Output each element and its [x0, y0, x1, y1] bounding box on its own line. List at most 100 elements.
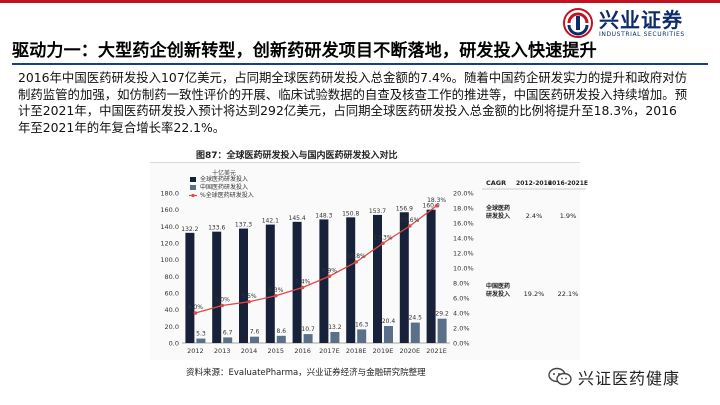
bar-global	[346, 217, 356, 343]
left-axis-tick-label: 120.0	[160, 240, 179, 248]
cagr-column-header: 2012-2016	[516, 180, 552, 187]
share-value-label: 5.0%	[215, 297, 231, 304]
left-axis-tick-label: 40.0	[165, 306, 179, 314]
x-tick-label: 2015	[268, 347, 285, 355]
right-axis-tick-label: 12.0%	[453, 250, 474, 258]
chart-panel: 0.0 20.0 40.0 60.0 80.0 100.0 120.0 140.0 160.0 1…	[150, 162, 580, 360]
share-point	[434, 203, 439, 208]
bar-china-value-label: 16.3	[355, 321, 369, 328]
bar-china	[357, 329, 367, 343]
cagr-column-header: 2016-2021E	[548, 180, 588, 187]
legend-label: %全球医药研发投入	[200, 191, 254, 199]
x-tick-label: 2020E	[399, 347, 420, 355]
left-axis-tick-label: 80.0	[165, 273, 179, 281]
share-point	[274, 293, 278, 298]
share-value-label: 13.3%	[373, 234, 392, 241]
legend-label: 中国医药研发投入	[200, 183, 248, 191]
share-point	[327, 274, 332, 279]
cagr-table: CAGR 2012-2016 2016-2021E 全球医药 研发投入 2.4% 1.9% 中…	[478, 176, 588, 326]
left-axis-tick-label: 0.0	[169, 340, 179, 348]
bar-china	[384, 326, 393, 343]
bar-china-value-label: 20.4	[382, 318, 396, 325]
bar-china	[276, 335, 286, 343]
right-axis-tick-label: 10.0%	[453, 265, 474, 273]
bar-global-value-label: 153.7	[369, 208, 386, 215]
legend-swatch	[190, 177, 196, 182]
left-axis-tick-label: 100.0	[160, 256, 179, 264]
bar-china-value-label: 24.5	[409, 315, 423, 322]
left-axis-tick-label: 140.0	[160, 223, 179, 231]
bar-china	[196, 338, 206, 343]
bar-china	[330, 332, 340, 343]
x-tick-label: 2013	[214, 347, 231, 355]
x-tick-label: 2018E	[346, 347, 367, 355]
rd-investment-chart: 0.020.040.060.080.0100.0120.0140.0160.01…	[160, 169, 474, 355]
left-axis-tick-label: 180.0	[160, 190, 179, 198]
bar-global-value-label: 133.6	[208, 225, 225, 232]
share-value-label: 8.9%	[322, 267, 338, 274]
bar-global	[319, 219, 329, 343]
bar-china	[437, 318, 447, 343]
share-value-label: 18.3%	[427, 197, 446, 204]
bar-china-value-label: 13.2	[328, 324, 342, 331]
cagr-value: 2.4%	[526, 212, 543, 220]
bar-china-value-label: 29.2	[435, 311, 449, 318]
source-note: 资料来源：EvaluatePharma，兴业证券经济与金融研究院整理	[186, 368, 426, 378]
bar-global-value-label: 160.0	[423, 203, 440, 210]
share-point	[381, 241, 385, 246]
share-point	[408, 224, 412, 228]
legend-swatch	[190, 185, 196, 190]
cagr-value: 1.9%	[560, 212, 577, 220]
wechat-account: 兴证医药健康	[548, 360, 716, 394]
share-point	[300, 285, 305, 290]
brand-logo: 兴业证券 INDUSTRIAL SECURITIES	[563, 6, 713, 40]
x-tick-label: 2012	[187, 347, 204, 355]
right-axis-tick-label: 14.0%	[453, 235, 474, 243]
cagr-row-label: 研发投入	[486, 212, 510, 220]
bar-global	[399, 212, 409, 343]
top-accent-rule	[0, 0, 720, 3]
wechat-icon	[548, 367, 572, 386]
bar-global	[265, 224, 275, 343]
share-value-label: 6.3%	[268, 287, 284, 294]
slide-headline: 驱动力一：大型药企创新转型，创新药研发项目不断落地，研发投入快速提升	[12, 35, 712, 61]
bar-global	[373, 214, 382, 343]
bar-global-value-label: 145.4	[289, 215, 306, 222]
bar-china-value-label: 7.6	[250, 329, 260, 336]
bar-global	[292, 221, 302, 343]
wechat-account-name: 兴证医药健康	[578, 369, 681, 388]
share-value-label: 7.4%	[295, 279, 311, 286]
left-axis-tick-label: 160.0	[160, 206, 179, 214]
x-tick-label: 2019E	[373, 347, 394, 355]
right-axis-tick-label: 6.0%	[453, 295, 470, 303]
share-point	[247, 299, 251, 304]
x-tick-label: 2021E	[426, 347, 447, 355]
legend-label: 全球医药研发投入	[200, 175, 248, 183]
share-line	[195, 205, 437, 314]
right-axis-tick-label: 16.0%	[453, 220, 474, 228]
right-axis-tick-label: 2.0%	[453, 325, 470, 333]
left-axis-tick-label: 20.0	[165, 323, 179, 331]
cagr-row-label: 研发投入	[486, 290, 510, 298]
x-tick-label: 2017E	[319, 347, 340, 355]
bar-global	[426, 209, 436, 343]
share-value-label: 15.6%	[400, 217, 419, 224]
bar-global-value-label: 156.9	[396, 205, 413, 212]
share-value-label: 10.8%	[347, 253, 366, 260]
bar-china	[303, 334, 313, 343]
cagr-value: 22.1%	[558, 290, 579, 298]
unit-label: 十亿美元	[212, 169, 236, 177]
bar-global-value-label: 150.8	[342, 210, 359, 217]
bar-china	[410, 322, 420, 343]
left-axis-tick-label: 60.0	[165, 290, 179, 298]
bar-global-value-label: 137.3	[235, 222, 252, 229]
bar-china	[223, 337, 233, 343]
right-axis-tick-label: 0.0%	[453, 340, 470, 348]
x-tick-label: 2014	[241, 347, 258, 355]
brand-seal-icon	[563, 8, 593, 38]
cagr-title: CAGR	[486, 179, 506, 187]
brand-name: 兴业证券	[599, 7, 683, 32]
bar-china-value-label: 8.6	[277, 328, 287, 335]
right-axis-tick-label: 18.0%	[453, 205, 474, 213]
cagr-value: 19.2%	[524, 290, 545, 298]
